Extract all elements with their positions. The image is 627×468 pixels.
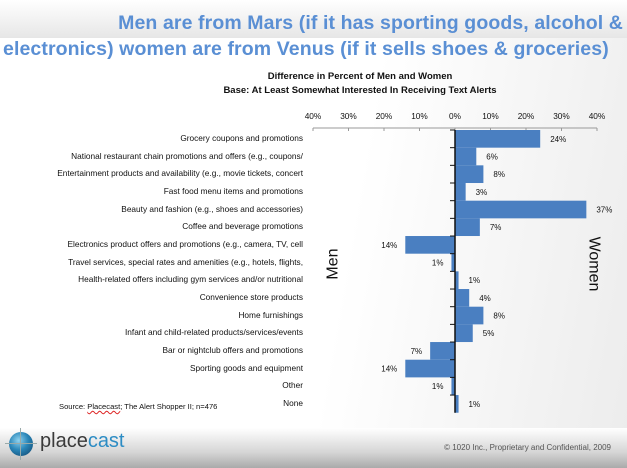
x-tick-label: 20% (376, 111, 393, 121)
chart-subtitle: Base: At Least Somewhat Interested In Re… (223, 85, 497, 96)
data-label: 3% (476, 188, 488, 197)
category-label: Beauty and fashion (e.g., shoes and acce… (121, 203, 303, 214)
x-tick-label: 10% (411, 111, 428, 121)
logo-text-b: cast (87, 430, 125, 452)
source-note: Source: Placecast; The Alert Shopper II;… (59, 402, 217, 411)
data-label: 24% (550, 135, 566, 144)
bar (455, 183, 466, 201)
data-label: 5% (483, 329, 495, 338)
category-label: Bar or nightclub offers and promotions (162, 344, 303, 355)
data-label: 37% (596, 206, 612, 215)
bar (405, 236, 455, 254)
source-brand: Placecast (87, 402, 121, 411)
category-label: Grocery coupons and promotions (180, 132, 303, 143)
source-prefix: Source: (59, 402, 88, 411)
x-tick-label: 10% (482, 111, 499, 121)
header-band (0, 0, 627, 38)
category-label: Electronics product offers and promotion… (67, 238, 303, 249)
copyright: © 1020 Inc., Proprietary and Confidentia… (444, 443, 611, 452)
category-label: Sporting goods and equipment (189, 362, 303, 373)
data-label: 8% (493, 170, 505, 179)
data-label: 7% (490, 223, 502, 232)
slide-title-line-2: electronics) women are from Venus (if it… (3, 38, 609, 60)
bar (405, 359, 455, 378)
category-label: Travel services, special rates and ameni… (68, 256, 303, 267)
category-label: Infant and child-related products/servic… (124, 327, 303, 338)
data-label: 4% (479, 294, 491, 303)
globe-logo-icon (5, 428, 37, 460)
x-tick-label: 30% (553, 111, 570, 121)
bar (455, 324, 473, 343)
bar (455, 218, 480, 237)
bar (451, 377, 455, 396)
category-label: None (283, 397, 303, 408)
data-label: 1% (432, 259, 444, 268)
bar (455, 165, 484, 184)
bar (455, 271, 459, 290)
bar (455, 289, 470, 307)
slide-title-line-1: Men are from Mars (if it has sporting go… (118, 12, 623, 34)
bar (455, 306, 484, 325)
chart-title: Difference in Percent of Men and Women (267, 71, 453, 82)
women-axis-label: Women (585, 236, 603, 292)
category-label: Other (282, 380, 303, 391)
data-label: 14% (381, 365, 397, 374)
x-tick-label: 40% (305, 111, 322, 121)
men-axis-label: Men (324, 248, 342, 280)
data-label: 1% (469, 276, 481, 285)
x-tick-label: 40% (589, 111, 606, 121)
bar (455, 395, 459, 413)
bar (455, 200, 587, 219)
data-label: 6% (486, 153, 498, 162)
x-tick-label: 0% (449, 111, 462, 121)
logo-text-a: place (40, 430, 88, 452)
data-label: 8% (493, 312, 505, 321)
category-label: Entertainment products and availability … (57, 168, 303, 179)
source-rest: ; The Alert Shopper II; n=476 (120, 402, 218, 411)
data-label: 7% (411, 347, 423, 356)
footer-band (0, 428, 627, 468)
x-tick-label: 30% (340, 111, 357, 121)
data-label: 1% (432, 382, 444, 391)
data-label: 14% (381, 241, 397, 250)
category-label: Coffee and beverage promotions (182, 221, 303, 232)
category-label: Home furnishings (238, 309, 303, 320)
category-label: Health-related offers including gym serv… (78, 274, 303, 285)
x-tick-label: 20% (518, 111, 535, 121)
placecast-logo: placecast (40, 430, 125, 453)
bar (455, 130, 541, 148)
data-label: 1% (469, 400, 481, 409)
bar (430, 342, 455, 360)
category-label: Convenience store products (199, 291, 303, 302)
category-label: National restaurant chain promotions and… (71, 150, 303, 161)
category-label: Fast food menu items and promotions (163, 185, 303, 196)
bar (455, 147, 477, 166)
bar (451, 253, 455, 272)
